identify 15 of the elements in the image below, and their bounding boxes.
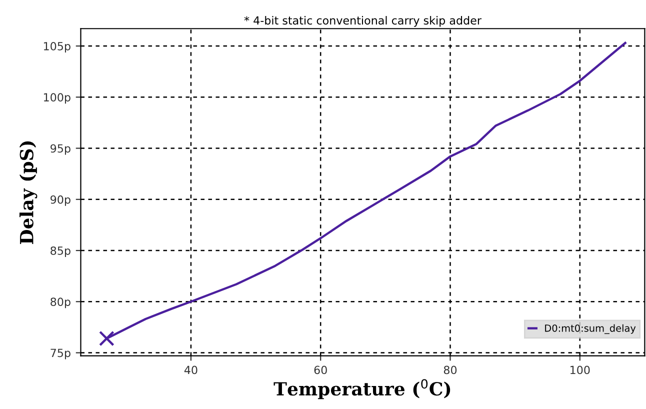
- y-tick-label: 75p: [50, 348, 70, 360]
- x-tick-label: 40: [184, 366, 198, 374]
- x-tick-label: 80: [444, 366, 457, 374]
- y-tick-label: 80p: [50, 298, 70, 308]
- y-tick-label: 105p: [44, 42, 70, 53]
- y-tick-label: 90p: [50, 195, 70, 206]
- y-axis-title: Delay (pS): [19, 141, 38, 244]
- x-axis-title: Temperature ($^{0}$C): [274, 379, 450, 400]
- y-tick-label: 85p: [50, 246, 70, 258]
- x-tick-label: 100: [570, 366, 590, 374]
- chart-title: * 4-bit static conventional carry skip adder: [244, 16, 482, 27]
- y-tick-label: 100p: [44, 93, 70, 104]
- legend-label: D0:mt0:sum_delay: [545, 324, 636, 334]
- x-tick-label: 60: [314, 366, 327, 374]
- y-tick-label: 95p: [50, 144, 70, 155]
